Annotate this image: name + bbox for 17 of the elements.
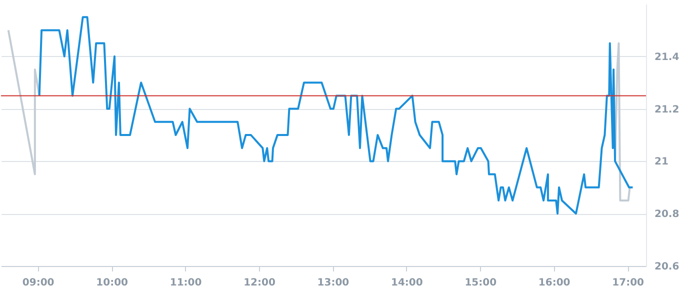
x-tick-label: 11:00 — [170, 278, 202, 288]
line-series — [614, 42, 631, 202]
y-tick-label: 21.4 — [654, 52, 680, 63]
y-tick-label: 21.2 — [654, 104, 680, 116]
y-tick-label: 21 — [654, 156, 668, 168]
x-tick-label: 17:00 — [612, 278, 644, 288]
x-tick-label: 14:00 — [391, 278, 423, 288]
line-series — [38, 16, 634, 215]
y-tick-label: 20.6 — [654, 262, 680, 272]
line-series — [7, 29, 40, 176]
x-tick-label: 15:00 — [464, 278, 497, 288]
x-tick-label: 13:00 — [317, 278, 350, 288]
x-tick-label: 16:00 — [538, 278, 570, 288]
x-tick-label: 09:00 — [22, 278, 54, 288]
y-tick-label: 20.8 — [654, 209, 680, 220]
x-tick-label: 10:00 — [96, 278, 128, 288]
x-tick-label: 12:00 — [244, 278, 276, 288]
